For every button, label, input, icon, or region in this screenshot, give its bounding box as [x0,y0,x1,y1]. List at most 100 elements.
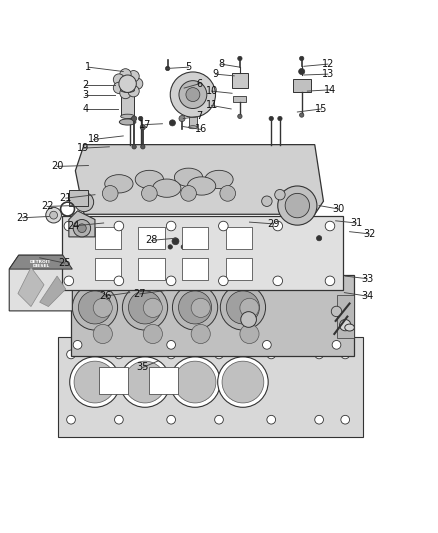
Bar [95,258,121,279]
Circle shape [166,221,176,231]
Circle shape [241,312,256,327]
Circle shape [191,325,210,344]
Circle shape [300,113,304,117]
Circle shape [73,282,82,290]
Circle shape [127,116,132,120]
Circle shape [72,285,117,330]
Bar [95,228,121,249]
Circle shape [49,211,57,219]
Bar [293,79,311,92]
Text: 21: 21 [60,193,72,203]
Ellipse shape [187,177,216,195]
Circle shape [219,276,228,286]
Circle shape [78,291,112,324]
Circle shape [299,68,305,75]
Circle shape [269,116,273,120]
Text: 15: 15 [315,104,328,114]
Circle shape [114,276,124,286]
Circle shape [140,125,145,130]
Circle shape [238,56,242,61]
Circle shape [166,66,170,71]
Circle shape [325,276,335,286]
Circle shape [273,221,283,231]
Text: 25: 25 [58,258,71,268]
Circle shape [240,325,259,344]
Circle shape [332,341,341,349]
Polygon shape [9,255,72,269]
Ellipse shape [174,168,203,187]
Ellipse shape [152,179,181,197]
Circle shape [141,144,145,149]
Circle shape [64,221,74,231]
Circle shape [331,306,342,317]
Text: 30: 30 [332,204,345,214]
Text: 1: 1 [85,62,92,72]
Circle shape [122,285,168,330]
Circle shape [332,282,341,290]
Circle shape [74,361,116,403]
Circle shape [262,282,271,290]
Circle shape [46,207,61,223]
Polygon shape [233,96,247,102]
Polygon shape [75,144,323,214]
Polygon shape [58,337,363,437]
Circle shape [339,319,351,331]
Circle shape [273,276,283,286]
Circle shape [181,185,196,201]
Bar [182,258,208,279]
Circle shape [128,85,139,97]
Text: 33: 33 [361,273,373,284]
Text: 34: 34 [361,291,373,301]
Text: DIESEL: DIESEL [32,264,49,268]
Circle shape [167,282,176,290]
Circle shape [219,221,228,231]
Text: 6: 6 [196,79,202,88]
Circle shape [341,350,350,359]
Circle shape [141,185,157,201]
Text: 27: 27 [134,289,146,299]
Polygon shape [71,275,354,356]
Circle shape [131,116,137,121]
Circle shape [143,325,162,344]
Circle shape [93,325,113,344]
Bar [149,367,178,393]
Text: 2: 2 [82,79,88,90]
Text: 16: 16 [194,124,207,134]
Circle shape [315,350,323,359]
Circle shape [167,350,176,359]
Circle shape [73,341,82,349]
Circle shape [179,116,185,122]
Text: 11: 11 [205,100,218,110]
Circle shape [174,361,216,403]
Circle shape [114,221,124,231]
Text: 13: 13 [321,69,334,79]
Circle shape [240,298,259,318]
Bar [188,112,197,127]
Circle shape [102,185,118,201]
Text: 5: 5 [185,62,192,72]
Text: 8: 8 [218,59,224,69]
Circle shape [80,198,88,206]
Ellipse shape [345,324,354,331]
Bar [226,228,252,249]
Circle shape [267,350,276,359]
Circle shape [120,69,131,80]
Ellipse shape [120,114,134,118]
Circle shape [173,285,218,330]
Circle shape [285,193,310,218]
Circle shape [74,192,94,212]
Bar [138,228,165,249]
Text: 26: 26 [99,291,111,301]
Ellipse shape [119,119,136,125]
Text: 14: 14 [324,85,336,95]
Text: 22: 22 [41,201,53,212]
Circle shape [170,120,176,126]
Circle shape [128,70,139,82]
Text: 7: 7 [196,111,202,122]
Polygon shape [18,268,44,306]
Circle shape [132,144,136,149]
Text: 35: 35 [137,362,149,373]
Circle shape [218,357,268,407]
Circle shape [166,276,176,286]
Circle shape [220,285,265,330]
